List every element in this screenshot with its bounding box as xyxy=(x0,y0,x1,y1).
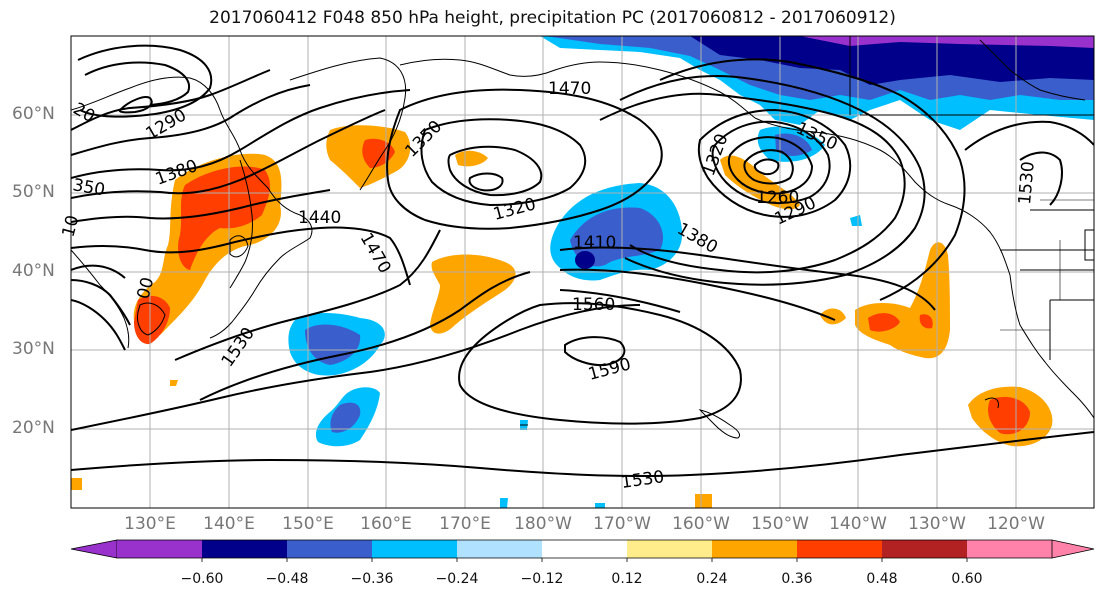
contour-label: 1440 xyxy=(298,208,341,228)
lon-label: 130°E xyxy=(124,514,176,534)
lon-label: 150°E xyxy=(282,514,334,534)
lat-label: 20°N xyxy=(12,418,55,438)
map-title: 2017060412 F048 850 hPa height, precipit… xyxy=(209,8,896,28)
lat-label: 50°N xyxy=(12,182,55,202)
lat-label: 30°N xyxy=(12,339,55,359)
lon-label: 120°W xyxy=(987,514,1045,534)
colorbar-tick-label: 0.24 xyxy=(696,571,728,587)
colorbar-tick-label: −0.36 xyxy=(350,571,394,587)
lon-label: 140°W xyxy=(829,514,887,534)
contour-label: 1530 xyxy=(1015,161,1039,206)
negative-shading xyxy=(288,36,1094,508)
colorbar-segment xyxy=(542,540,627,558)
colorbar-tick-label: 0.36 xyxy=(781,571,813,587)
colorbar-tick-label: 0.12 xyxy=(611,571,643,587)
contour-label: 1410 xyxy=(573,233,616,253)
colorbar-tick-label: 0.60 xyxy=(951,571,983,587)
lon-label: 160°W xyxy=(672,514,730,534)
lat-label: 60°N xyxy=(12,104,55,124)
contour-label: 1560 xyxy=(572,295,615,315)
colorbar-arrow-left xyxy=(70,539,118,559)
lon-label: 130°W xyxy=(908,514,966,534)
colorbar-segment xyxy=(457,540,542,558)
borders xyxy=(1000,199,1094,430)
colorbar-tick-label: −0.48 xyxy=(265,571,309,587)
map-frame xyxy=(70,35,1095,509)
colorbar-segment xyxy=(627,540,712,558)
contour-label: 1260 xyxy=(756,188,799,208)
contour-label: 1470 xyxy=(548,79,591,99)
colorbar-segment xyxy=(287,540,372,558)
colorbar-segment xyxy=(797,540,882,558)
colorbar-arrow-right xyxy=(1051,539,1095,559)
colorbar-tick-label: −0.12 xyxy=(520,571,564,587)
colorbar-segment xyxy=(967,540,1052,558)
map-plot-area xyxy=(71,36,1094,508)
lon-label: 150°W xyxy=(751,514,809,534)
lon-label: 160°E xyxy=(360,514,412,534)
colorbar xyxy=(70,539,1095,562)
colorbar-segment xyxy=(117,540,202,558)
lon-label: 170°E xyxy=(439,514,491,534)
colorbar-tick-label: −0.24 xyxy=(435,571,479,587)
colorbar-tick-label: 0.48 xyxy=(866,571,898,587)
colorbar-segment xyxy=(372,540,457,558)
colorbar-segment xyxy=(882,540,967,558)
height-contours xyxy=(71,44,1094,478)
lat-label: 40°N xyxy=(12,261,55,281)
lon-label: 140°E xyxy=(203,514,255,534)
colorbar-segment xyxy=(712,540,797,558)
colorbar-tick-label: −0.60 xyxy=(180,571,224,587)
colorbar-segment xyxy=(202,540,287,558)
lon-label: 170°W xyxy=(593,514,651,534)
lon-label: 180°W xyxy=(514,514,572,534)
